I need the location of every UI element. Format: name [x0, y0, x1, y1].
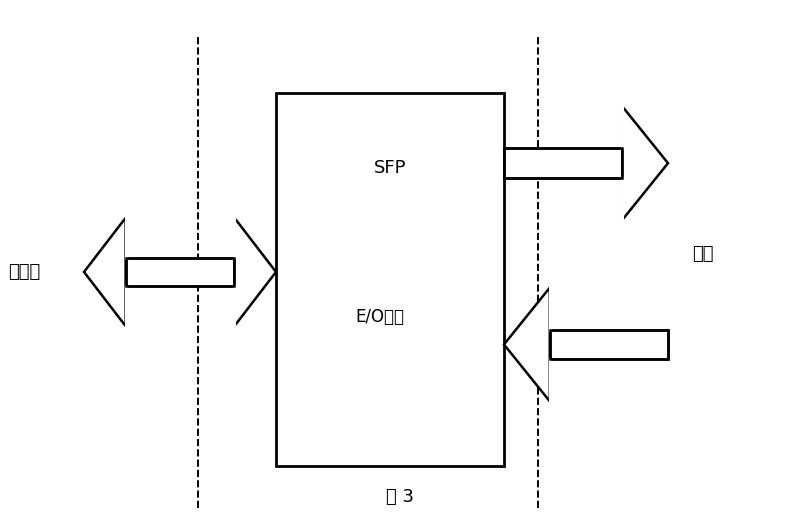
Polygon shape [84, 218, 126, 326]
Bar [276, 93, 504, 466]
Polygon shape [234, 218, 276, 326]
Text: 光纤: 光纤 [692, 245, 714, 263]
Text: 图 3: 图 3 [386, 488, 414, 506]
Text: 电路板: 电路板 [8, 263, 40, 281]
Polygon shape [622, 106, 668, 220]
Text: SFP: SFP [374, 159, 406, 177]
Bar [504, 148, 622, 178]
Bar [550, 329, 668, 359]
Bar [504, 148, 622, 178]
Bar [126, 258, 234, 286]
Bar [550, 329, 668, 359]
Text: E/O变换: E/O变换 [356, 308, 405, 326]
Bar [126, 258, 234, 286]
Polygon shape [504, 287, 550, 401]
